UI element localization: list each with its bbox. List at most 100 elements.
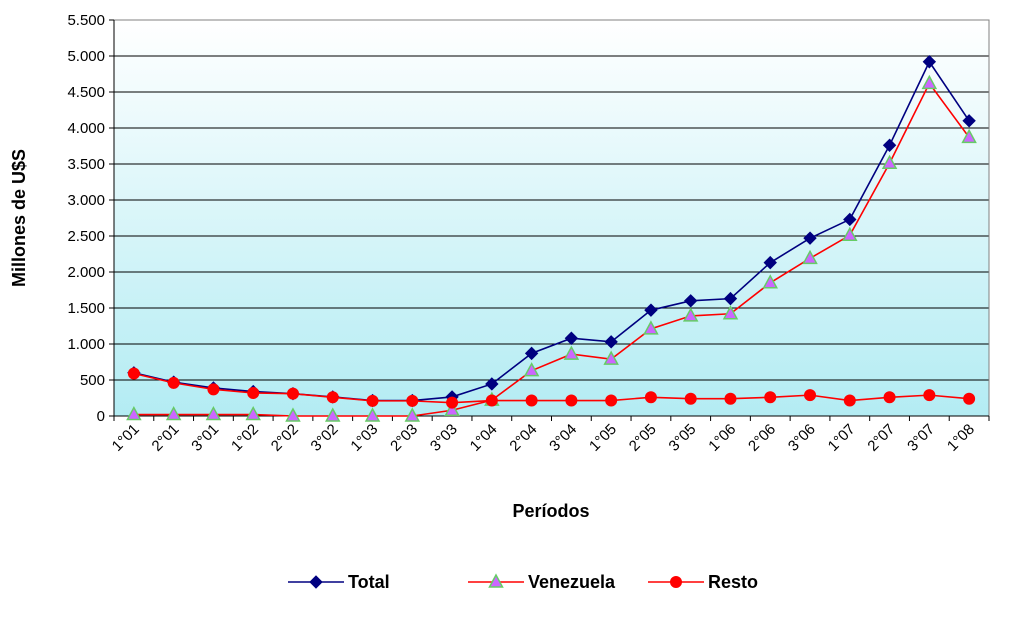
y-tick-label: 3.000 bbox=[67, 192, 105, 209]
data-point-venezuela bbox=[364, 407, 381, 422]
data-point-venezuela bbox=[205, 405, 222, 421]
y-tick-label: 0 bbox=[97, 408, 105, 425]
x-tick-label: 1°01 bbox=[109, 421, 143, 455]
series-venezuela bbox=[126, 74, 977, 422]
series-group bbox=[126, 55, 977, 422]
data-point-resto bbox=[286, 387, 299, 400]
x-tick-label: 3°07 bbox=[904, 421, 938, 455]
x-tick-label: 1°07 bbox=[825, 421, 859, 455]
data-point-venezuela bbox=[523, 362, 540, 377]
data-point-total bbox=[683, 294, 698, 308]
x-tick-label: 1°05 bbox=[586, 421, 620, 455]
data-point-resto bbox=[326, 391, 339, 404]
data-point-total bbox=[524, 346, 539, 361]
y-tick-label: 5.500 bbox=[67, 12, 105, 29]
data-point-resto bbox=[485, 394, 498, 407]
data-point-total bbox=[485, 377, 499, 391]
x-tick-label: 3°01 bbox=[188, 421, 222, 455]
y-tick-labels: 0 500 1.000 1.500 2.000 2.500 3.000 3.500 4.000 4… bbox=[67, 12, 114, 425]
data-point-resto bbox=[764, 391, 777, 404]
data-point-total bbox=[763, 255, 777, 270]
data-point-resto bbox=[883, 391, 896, 404]
y-tick-label: 2.000 bbox=[67, 264, 105, 281]
y-axis-title: Millones de U$S bbox=[9, 149, 29, 287]
data-point-total bbox=[962, 114, 976, 128]
data-point-venezuela bbox=[444, 401, 460, 416]
x-tick-label: 2°05 bbox=[626, 421, 660, 455]
x-axis-title: Períodos bbox=[512, 501, 589, 521]
y-tick-label: 4.500 bbox=[67, 84, 105, 101]
data-point-resto bbox=[843, 394, 856, 407]
y-tick-label: 5.000 bbox=[67, 48, 105, 65]
data-point-total bbox=[604, 335, 618, 349]
data-point-resto bbox=[684, 392, 697, 405]
data-point-venezuela bbox=[881, 154, 898, 170]
legend-marker bbox=[488, 573, 504, 588]
legend-label: Resto bbox=[708, 572, 758, 592]
data-point-venezuela bbox=[643, 320, 659, 335]
data-point-venezuela bbox=[165, 405, 182, 421]
series-resto bbox=[127, 367, 976, 409]
x-tick-label: 2°04 bbox=[506, 421, 540, 455]
data-point-total bbox=[644, 303, 658, 317]
x-tick-label: 3°02 bbox=[308, 421, 342, 455]
legend-item-resto: Resto bbox=[648, 572, 758, 592]
data-point-resto bbox=[127, 367, 140, 380]
data-point-resto bbox=[804, 389, 817, 402]
data-point-venezuela bbox=[404, 407, 421, 422]
data-point-venezuela bbox=[563, 345, 580, 360]
data-point-resto bbox=[366, 394, 379, 407]
data-point-total bbox=[564, 331, 579, 345]
data-point-venezuela bbox=[762, 274, 779, 289]
x-tick-label: 1°03 bbox=[347, 421, 381, 455]
data-point-venezuela bbox=[126, 405, 142, 421]
legend-marker bbox=[670, 576, 682, 588]
legend-marker bbox=[309, 575, 323, 589]
y-tick-label: 1.500 bbox=[67, 300, 105, 317]
x-tick-label: 3°06 bbox=[785, 421, 819, 455]
y-tick-label: 2.500 bbox=[67, 228, 105, 245]
data-point-resto bbox=[247, 386, 260, 399]
data-point-resto bbox=[644, 391, 657, 404]
data-point-venezuela bbox=[603, 350, 619, 365]
plot-area bbox=[114, 20, 989, 416]
x-tick-label: 3°04 bbox=[546, 421, 580, 455]
series-line-resto bbox=[133, 372, 970, 404]
data-point-resto bbox=[724, 392, 737, 405]
legend: Total Venezuela Resto bbox=[288, 572, 758, 592]
data-point-resto bbox=[963, 392, 976, 405]
x-tick-label: 1°02 bbox=[228, 421, 262, 455]
data-point-resto bbox=[167, 376, 180, 389]
x-tick-label: 2°03 bbox=[387, 421, 421, 455]
y-tick-label: 500 bbox=[80, 372, 105, 389]
x-tick-label: 1°06 bbox=[705, 421, 739, 455]
x-tick-label: 2°07 bbox=[864, 421, 898, 455]
data-point-resto bbox=[525, 394, 538, 407]
data-point-venezuela bbox=[324, 407, 341, 422]
x-tick-label: 1°08 bbox=[944, 421, 978, 455]
data-point-venezuela bbox=[802, 249, 818, 265]
data-point-total bbox=[843, 212, 857, 227]
y-tick-label: 1.000 bbox=[67, 336, 105, 353]
legend-label: Venezuela bbox=[528, 572, 616, 592]
x-tick-labels: 1°01 2°01 3°01 1°02 2°02 3°02 1°03 2°03 3°03 1°04… bbox=[109, 416, 990, 455]
legend-item-total: Total bbox=[288, 572, 390, 592]
data-point-resto bbox=[923, 389, 936, 402]
series-line-venezuela bbox=[133, 81, 970, 417]
data-point-venezuela bbox=[245, 405, 261, 421]
x-tick-label: 2°06 bbox=[745, 421, 779, 455]
x-tick-label: 2°02 bbox=[268, 421, 302, 455]
x-tick-label: 3°05 bbox=[666, 421, 700, 455]
data-point-total bbox=[882, 138, 897, 152]
x-tick-label: 1°04 bbox=[467, 421, 501, 455]
data-point-resto bbox=[605, 394, 618, 407]
data-point-venezuela bbox=[961, 128, 977, 144]
legend-item-venezuela: Venezuela bbox=[468, 572, 616, 592]
data-point-venezuela bbox=[842, 226, 858, 242]
data-point-total bbox=[723, 291, 738, 306]
data-point-venezuela bbox=[682, 307, 699, 322]
data-point-resto bbox=[406, 394, 419, 407]
x-tick-label: 3°03 bbox=[427, 421, 461, 455]
y-tick-label: 3.500 bbox=[67, 156, 105, 173]
